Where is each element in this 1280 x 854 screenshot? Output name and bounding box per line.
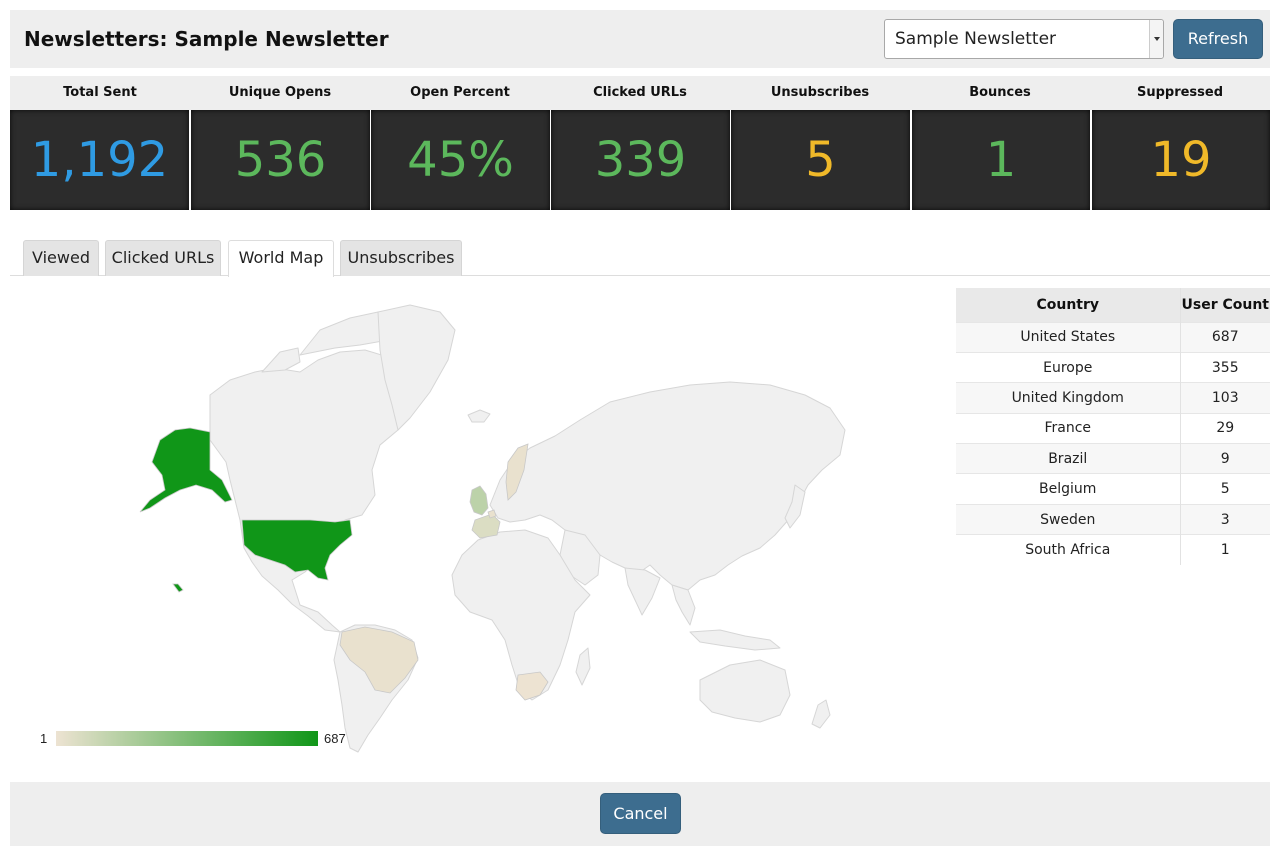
country-table-header: Country User Count <box>956 288 1270 322</box>
france-shape <box>471 513 501 539</box>
stats-header: Total Sent Unique Opens Open Percent Cli… <box>10 76 1270 110</box>
page-footer: Cancel <box>10 782 1270 846</box>
count-cell: 103 <box>1180 382 1270 414</box>
highlighted-countries <box>139 427 549 701</box>
madagascar-shape <box>575 647 591 686</box>
table-row: United States 687 <box>956 321 1270 353</box>
hawaii-shape <box>172 583 184 593</box>
tab-bar: Viewed Clicked URLs World Map Unsubscrib… <box>10 238 1270 277</box>
stat-value-bounces: 1 <box>985 132 1017 188</box>
stat-label-bounces: Bounces <box>969 85 1031 100</box>
legend-min-label: 1 <box>40 731 47 746</box>
stat-value-clicked-urls: 339 <box>594 132 687 188</box>
count-cell: 29 <box>1180 412 1270 444</box>
stat-label-suppressed: Suppressed <box>1136 85 1224 100</box>
table-row: South Africa 1 <box>956 534 1270 566</box>
map-legend: 1 687 <box>40 731 346 746</box>
stat-value-total-sent: 1,192 <box>30 132 169 188</box>
country-cell: Belgium <box>956 473 1181 505</box>
stat-label-unique-opens: Unique Opens <box>228 85 332 100</box>
tab-viewed[interactable]: Viewed <box>23 240 99 276</box>
stat-label-total-sent: Total Sent <box>63 85 137 100</box>
north-america-shape <box>209 349 416 633</box>
stat-bounces: 1 <box>912 110 1090 210</box>
country-table: Country User Count United States 687 Euro… <box>956 288 1270 566</box>
africa-shape <box>451 529 591 701</box>
country-cell: Europe <box>956 351 1181 383</box>
count-cell: 687 <box>1180 321 1270 353</box>
brazil-shape <box>339 626 419 694</box>
count-cell: 355 <box>1180 351 1270 383</box>
column-header-country[interactable]: Country <box>956 288 1181 322</box>
column-header-user-count[interactable]: User Count <box>1180 288 1270 322</box>
country-cell: France <box>956 412 1181 444</box>
stat-value-open-percent: 45% <box>407 132 514 188</box>
count-cell: 5 <box>1180 473 1270 505</box>
greenland-shape <box>377 304 456 431</box>
tab-world-map[interactable]: World Map <box>228 240 334 277</box>
count-cell: 1 <box>1180 534 1270 566</box>
stat-clicked-urls: 339 <box>551 110 730 210</box>
southeast-asia-shape <box>671 584 696 626</box>
indonesia-shape <box>689 629 781 651</box>
belgium-shape <box>487 509 497 519</box>
newsletter-select-value: Sample Newsletter <box>895 29 1057 49</box>
country-cell: South Africa <box>956 534 1181 566</box>
legend-max-label: 687 <box>324 731 346 746</box>
cancel-button[interactable]: Cancel <box>600 793 681 834</box>
stat-value-suppressed: 19 <box>1150 132 1212 188</box>
stat-value-unique-opens: 536 <box>234 132 327 188</box>
chevron-down-icon[interactable] <box>1149 20 1163 58</box>
new-zealand-shape <box>811 699 831 729</box>
table-row: Europe 355 <box>956 351 1270 383</box>
sweden-shape <box>505 443 529 501</box>
stat-value-unsubscribes: 5 <box>805 132 836 188</box>
page-header: Newsletters: Sample Newsletter Sample Ne… <box>10 10 1270 68</box>
country-cell: Brazil <box>956 443 1181 474</box>
count-cell: 9 <box>1180 443 1270 474</box>
arctic-islands-2-shape <box>261 347 301 373</box>
tab-unsubscribes[interactable]: Unsubscribes <box>340 240 462 276</box>
count-cell: 3 <box>1180 503 1270 535</box>
stat-label-unsubscribes: Unsubscribes <box>770 85 870 100</box>
stat-label-open-percent: Open Percent <box>410 85 510 100</box>
iceland-shape <box>467 409 491 423</box>
australia-shape <box>699 659 791 723</box>
stat-unsubscribes: 5 <box>731 110 910 210</box>
stat-open-percent: 45% <box>371 110 550 210</box>
tab-clicked-urls[interactable]: Clicked URLs <box>105 240 221 276</box>
world-map[interactable]: 1 687 <box>0 280 950 770</box>
table-row: France 29 <box>956 412 1270 444</box>
japan-shape <box>784 484 806 529</box>
table-row: Sweden 3 <box>956 503 1270 535</box>
alaska-shape <box>139 427 233 513</box>
country-cell: United States <box>956 321 1181 353</box>
stat-unique-opens: 536 <box>191 110 370 210</box>
stat-total-sent: 1,192 <box>10 110 189 210</box>
south-africa-shape <box>515 671 549 701</box>
india-shape <box>624 567 661 616</box>
united-kingdom-shape <box>469 485 489 516</box>
table-row: Brazil 9 <box>956 443 1270 474</box>
refresh-button[interactable]: Refresh <box>1173 19 1263 59</box>
united-states-shape <box>241 519 353 581</box>
table-row: United Kingdom 103 <box>956 382 1270 414</box>
legend-gradient-bar <box>56 731 318 746</box>
newsletter-select[interactable]: Sample Newsletter <box>884 19 1164 59</box>
table-row: Belgium 5 <box>956 473 1270 505</box>
country-cell: United Kingdom <box>956 382 1181 414</box>
stat-suppressed: 19 <box>1092 110 1270 210</box>
country-cell: Sweden <box>956 503 1181 535</box>
stat-label-clicked-urls: Clicked URLs <box>593 85 687 100</box>
page-title: Newsletters: Sample Newsletter <box>24 27 389 51</box>
stats-panel: 1,192 536 45% 339 5 1 19 <box>10 110 1270 210</box>
